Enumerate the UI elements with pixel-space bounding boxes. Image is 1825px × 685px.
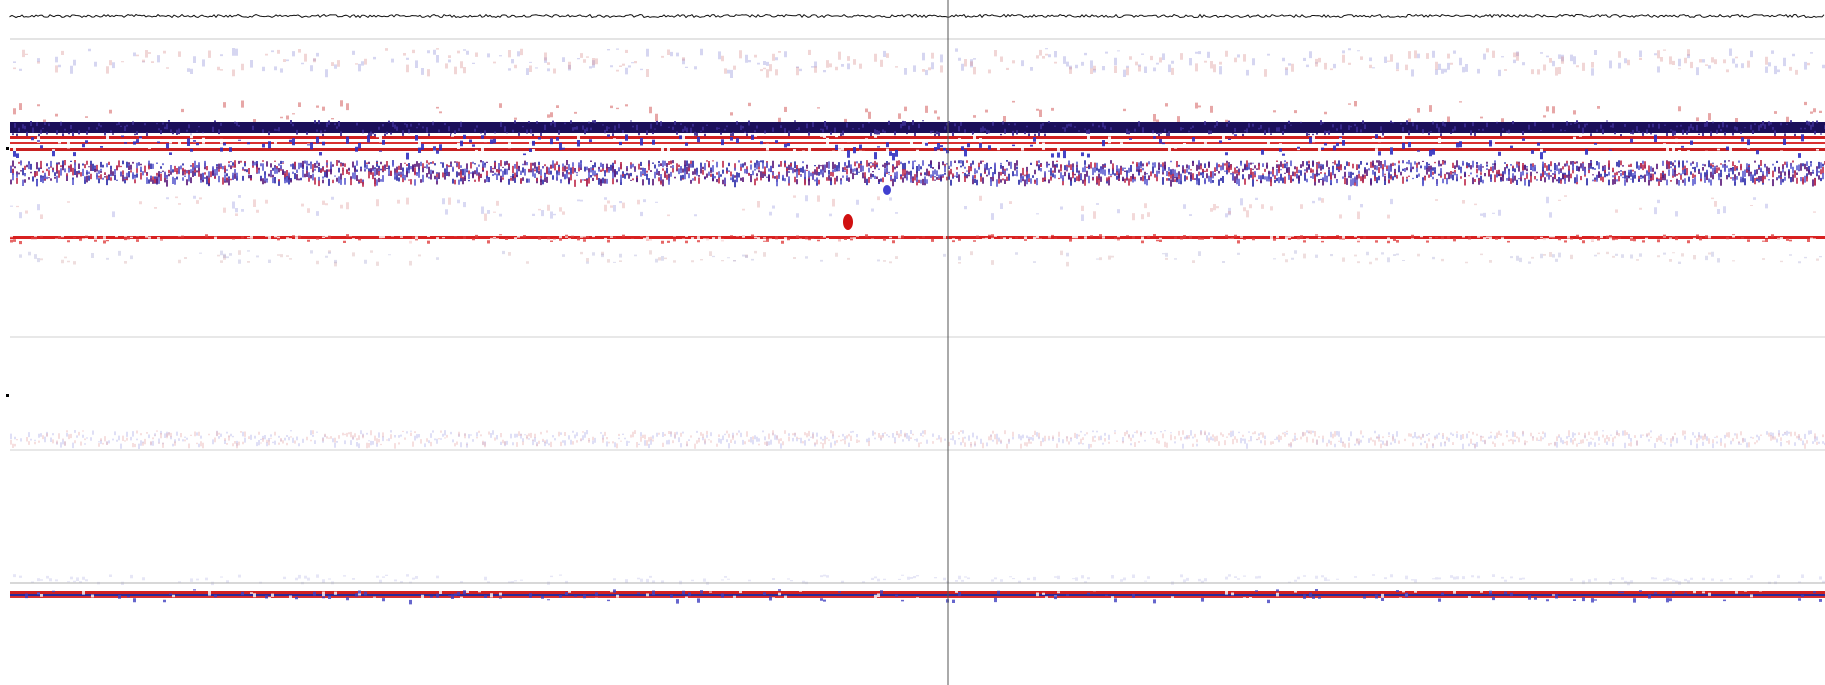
faint-band xyxy=(10,430,1825,450)
tracks xyxy=(9,13,1825,605)
stripe xyxy=(10,136,1825,139)
signal-waveform xyxy=(9,13,1825,19)
faint-band xyxy=(13,574,1825,586)
red-line-noise xyxy=(10,234,1816,245)
bottom-band-noise xyxy=(37,589,1762,604)
dense-band xyxy=(12,120,1825,140)
track-marker xyxy=(6,147,9,150)
stripe xyxy=(10,148,1825,151)
bottom-band xyxy=(10,591,1825,594)
faint-band xyxy=(10,195,1768,221)
stripe-noise xyxy=(13,134,1804,161)
track-marker xyxy=(6,394,9,397)
red-line-noise xyxy=(10,234,1810,245)
blob xyxy=(883,185,891,195)
faint-band xyxy=(13,48,1810,78)
bottom-band xyxy=(10,596,1825,598)
mixed-band xyxy=(10,160,1824,187)
blob xyxy=(843,214,853,230)
dense-band xyxy=(10,122,1825,133)
stripe xyxy=(10,142,1825,144)
red-line xyxy=(10,236,1825,239)
bottom-band xyxy=(10,594,1825,596)
mixed-band xyxy=(10,160,1825,187)
mixed-band xyxy=(10,160,1820,187)
